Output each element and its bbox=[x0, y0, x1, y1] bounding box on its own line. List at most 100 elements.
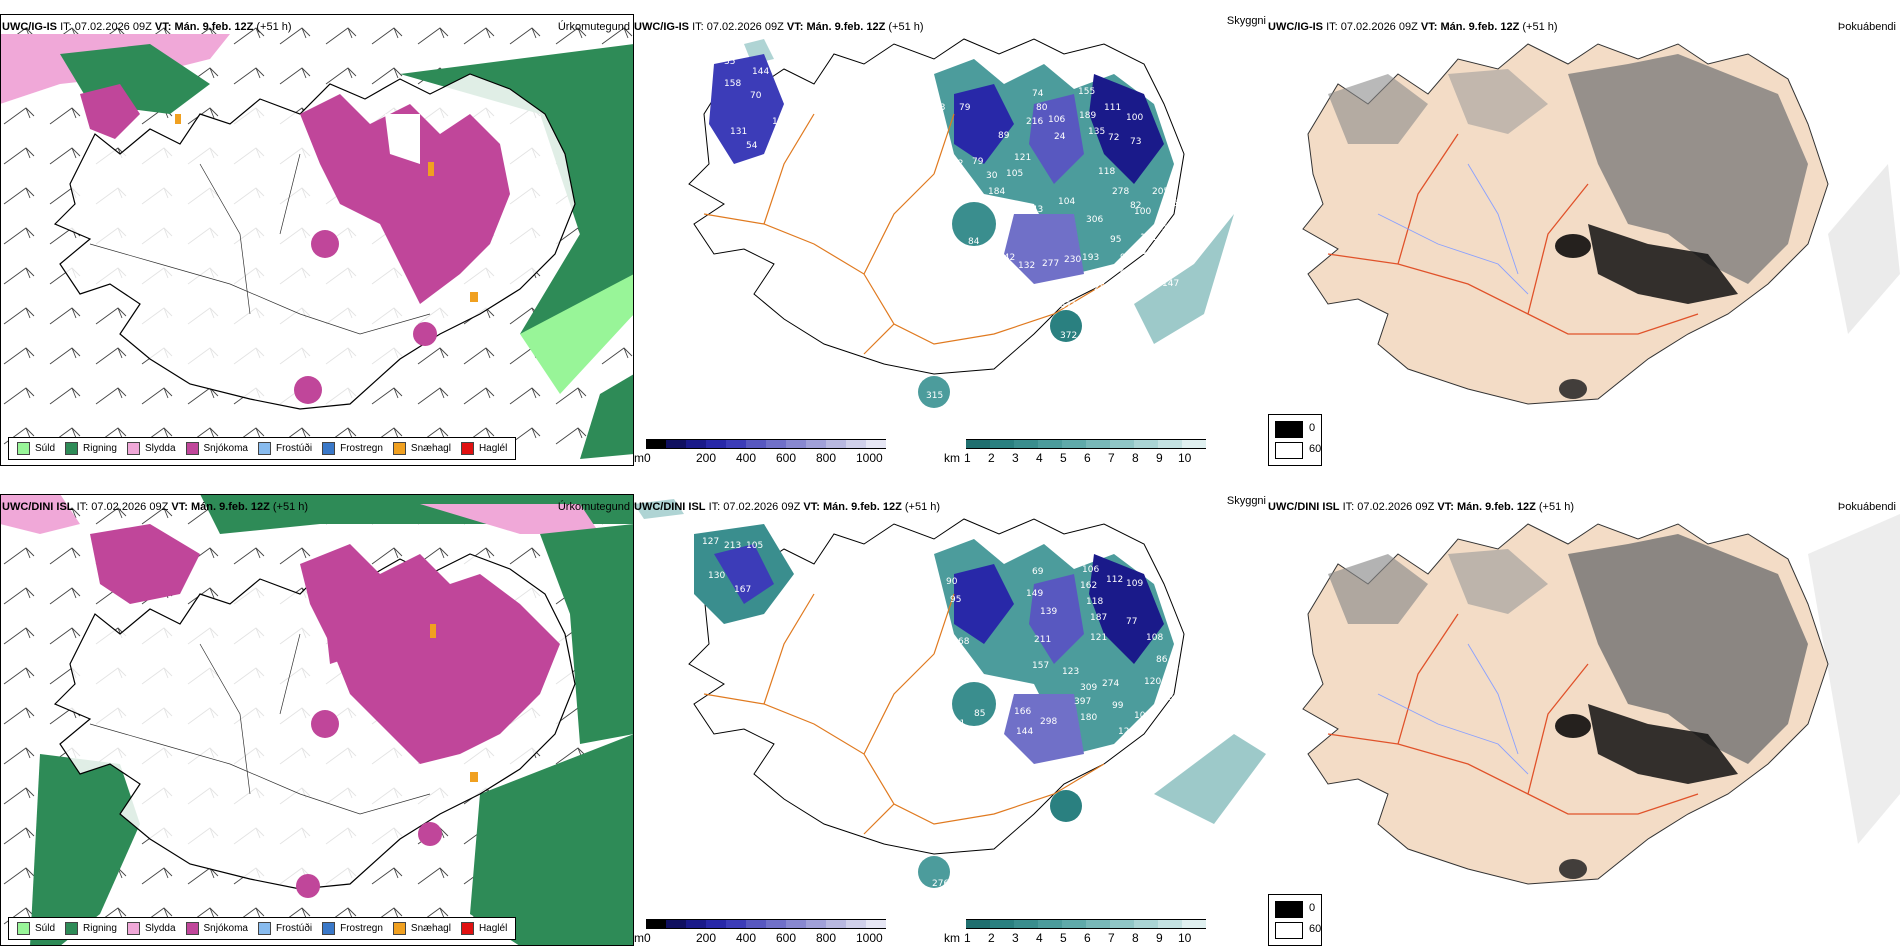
cbar-tick: 1000 bbox=[856, 451, 883, 465]
fog-panel-header: UWC/DINI ISL IT: 07.02.2026 09Z VT: Mán.… bbox=[1268, 501, 1574, 513]
vis-value: 72 bbox=[1108, 133, 1119, 143]
cbar-seg bbox=[666, 919, 686, 929]
legend-swatch bbox=[322, 922, 336, 935]
vis-value: 205 bbox=[1152, 187, 1169, 197]
legend-label: Snjókoma bbox=[203, 923, 248, 934]
init-time: 07.02.2026 09Z bbox=[91, 501, 169, 513]
init-time: 07.02.2026 09Z bbox=[1340, 21, 1418, 33]
vis-value: 193 bbox=[1082, 253, 1099, 263]
cbar-seg bbox=[746, 919, 766, 929]
vis-value: 157 bbox=[1032, 661, 1049, 671]
cbar-tick: 200 bbox=[696, 931, 717, 945]
init-label: IT: bbox=[60, 21, 72, 33]
legend-label: Slydda bbox=[144, 443, 176, 454]
vis-value: 120 bbox=[1144, 677, 1161, 687]
precip-map-frame bbox=[0, 494, 634, 946]
vis-value: 74 bbox=[1032, 89, 1044, 99]
model-name: UWC/IG-IS bbox=[1268, 21, 1323, 33]
vis-value: 118 bbox=[1098, 167, 1115, 177]
cbar-unit: km bbox=[944, 451, 960, 465]
vis-value: 276 bbox=[932, 879, 949, 889]
vis-value: 104 bbox=[1058, 197, 1075, 207]
visibility-colorbar-m: m 0 200 400 600 800 1000 bbox=[634, 439, 886, 465]
vis-value: 121 bbox=[1090, 633, 1107, 643]
legend-swatch bbox=[460, 922, 474, 935]
vis-value: 99 bbox=[1112, 701, 1124, 711]
vis-value: 10 bbox=[740, 177, 752, 187]
vis-value: 106 bbox=[1048, 115, 1065, 125]
visibility-panel-header: UWC/DINI ISL IT: 07.02.2026 09Z VT: Mán.… bbox=[634, 501, 940, 513]
cbar-seg bbox=[726, 919, 746, 929]
cbar-seg bbox=[1158, 439, 1182, 449]
cbar-tick: 10 bbox=[1178, 451, 1192, 465]
cbar-tick: 8 bbox=[1132, 451, 1139, 465]
lead-time: (+51 h) bbox=[1522, 21, 1558, 33]
init-label: IT: bbox=[708, 501, 721, 513]
cbar-tick: 3 bbox=[1012, 931, 1019, 945]
vis-value: 144 bbox=[752, 67, 769, 77]
vis-value: 211 bbox=[1034, 635, 1051, 645]
init-time: 07.02.2026 09Z bbox=[1357, 501, 1435, 513]
vis-value: 309 bbox=[1080, 683, 1097, 693]
legend-label: Haglél bbox=[478, 923, 508, 934]
cbar-seg bbox=[846, 439, 866, 449]
visibility-map: 127 213 105 130 167 95 90 69 106 162 112… bbox=[634, 494, 1268, 946]
legend-item: Frostregn bbox=[322, 922, 383, 935]
cbar-seg bbox=[990, 919, 1014, 929]
vis-value: 106 bbox=[1082, 565, 1099, 575]
cbar-seg bbox=[746, 439, 766, 449]
init-time: 07.02.2026 09Z bbox=[723, 501, 801, 513]
cbar-tick: 800 bbox=[816, 451, 837, 465]
init-label: IT: bbox=[1326, 21, 1338, 33]
vis-value: 79 bbox=[959, 103, 971, 113]
fog-index-map bbox=[1268, 14, 1900, 466]
vis-value: 105 bbox=[1006, 169, 1023, 179]
visibility-colorbar-m: m 0 200 400 600 800 1000 bbox=[634, 919, 886, 945]
valid-label: VT: bbox=[803, 501, 820, 513]
legend-item: Slydda bbox=[126, 922, 176, 935]
cbar-seg bbox=[706, 919, 726, 929]
vis-value: 68 bbox=[1156, 243, 1168, 253]
fog-legend-label: 0 bbox=[1309, 422, 1316, 434]
vis-value: 100 bbox=[1126, 113, 1143, 123]
visibility-value-labels: 35 144 158 70 100 131 54 10 83 74 155 79… bbox=[724, 57, 1189, 401]
legend-swatch bbox=[322, 442, 336, 455]
cbar-seg bbox=[1158, 919, 1182, 929]
vis-value: 397 bbox=[1074, 697, 1091, 707]
vis-value: 315 bbox=[926, 391, 943, 401]
precip-legend: Súld Rigning Slydda Snjókoma Frostúði Fr… bbox=[8, 917, 517, 940]
cbar-tick: 9 bbox=[1156, 451, 1163, 465]
cbar-seg bbox=[646, 919, 666, 929]
cbar-tick: 600 bbox=[776, 451, 797, 465]
valid-time: Mán. 9.feb. 12Z bbox=[174, 21, 254, 33]
legend-item: Snjókoma bbox=[185, 442, 248, 455]
legend-item: Haglél bbox=[460, 442, 507, 455]
fog-panel-title: Þokuábendi bbox=[1837, 21, 1896, 33]
valid-time: Mán. 9.feb. 12Z bbox=[190, 501, 270, 513]
cbar-tick: 5 bbox=[1060, 931, 1067, 945]
cbar-tick: 7 bbox=[1108, 931, 1115, 945]
fog-legend-swatch bbox=[1275, 922, 1303, 939]
visibility-panel: 127 213 105 130 167 95 90 69 106 162 112… bbox=[634, 494, 1268, 946]
cbar-tick: 2 bbox=[988, 931, 995, 945]
vis-value: 95 bbox=[1110, 235, 1121, 245]
vis-value: 123 bbox=[1062, 667, 1079, 677]
legend-label: Snæhagl bbox=[410, 443, 451, 454]
vis-value: 111 bbox=[1104, 103, 1121, 113]
cbar-tick: 200 bbox=[696, 451, 717, 465]
vis-value: 278 bbox=[1112, 187, 1129, 197]
legend-swatch bbox=[392, 922, 406, 935]
cbar-unit: m bbox=[634, 451, 644, 465]
vis-value: 130 bbox=[708, 571, 725, 581]
fog-legend-swatch bbox=[1275, 442, 1303, 459]
vis-value: 90 bbox=[946, 577, 958, 587]
model-name: UWC/DINI ISL bbox=[2, 501, 74, 513]
vis-value: 185 bbox=[1162, 693, 1179, 703]
vis-value: 110 bbox=[1142, 247, 1159, 257]
cbar-seg bbox=[866, 439, 886, 449]
vis-value: 471 bbox=[1060, 301, 1077, 311]
vis-value: 54 bbox=[746, 141, 758, 151]
model-name: UWC/DINI ISL bbox=[634, 501, 706, 513]
vis-value: 180 bbox=[1080, 713, 1097, 723]
valid-label: VT: bbox=[171, 501, 188, 513]
